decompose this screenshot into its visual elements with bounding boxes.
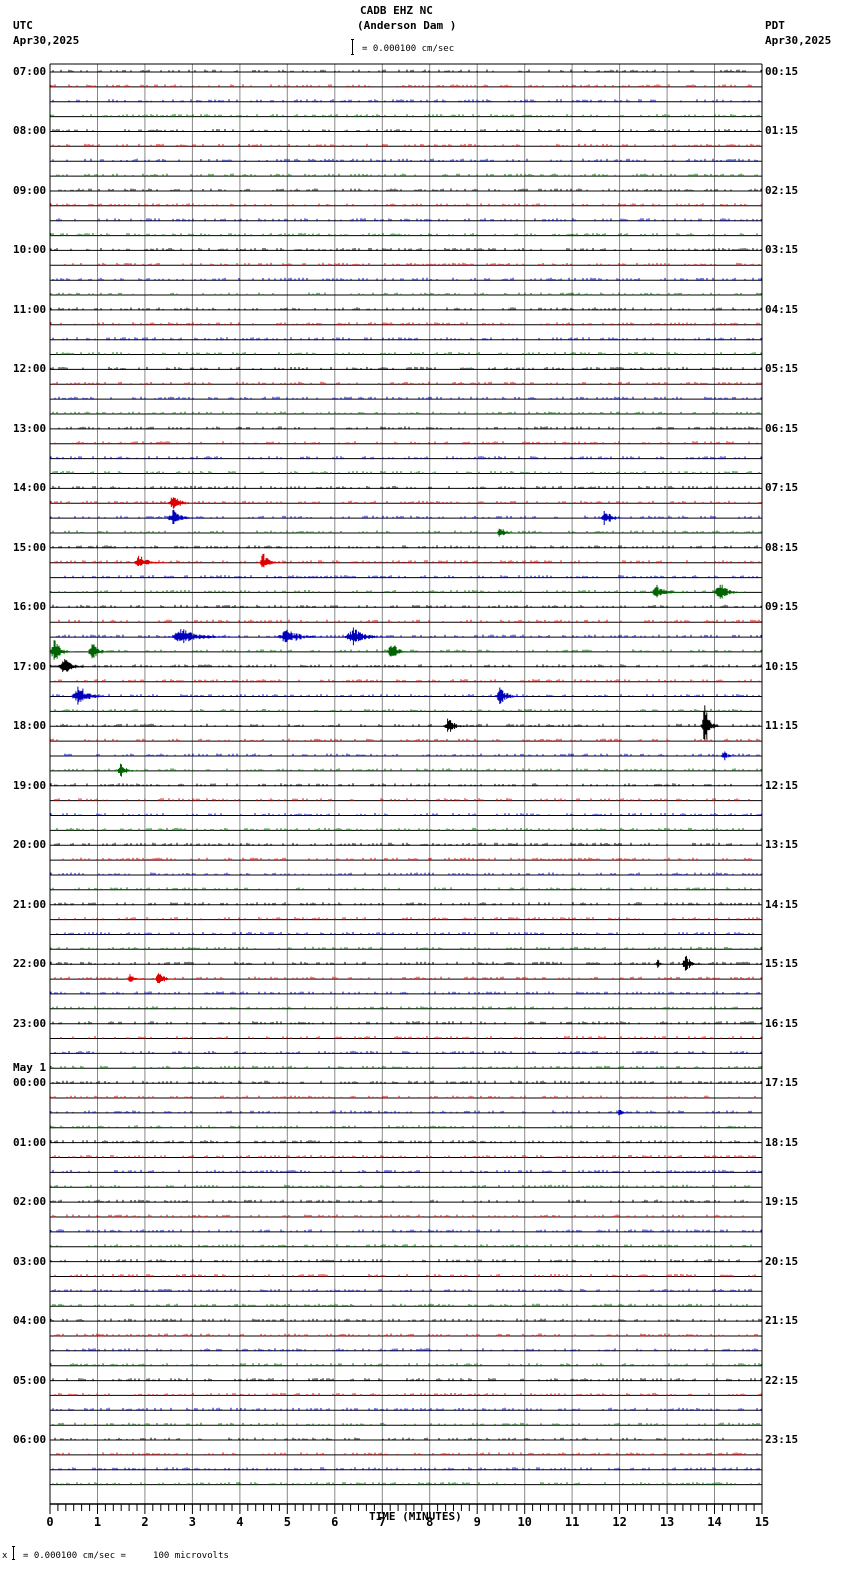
left-time-label: 16:00 xyxy=(13,600,47,614)
right-time-label: 01:15 xyxy=(765,124,799,138)
left-timezone: UTC xyxy=(13,19,33,32)
station-location: (Anderson Dam ) xyxy=(357,19,457,32)
svg-text:7: 7 xyxy=(379,1515,386,1529)
svg-text:14: 14 xyxy=(707,1515,721,1529)
left-time-label: 14:00 xyxy=(13,481,47,495)
left-time-label: 00:00 xyxy=(13,1076,47,1090)
svg-text:6: 6 xyxy=(331,1515,338,1529)
left-time-label: 05:00 xyxy=(13,1373,47,1387)
left-time-label: 09:00 xyxy=(13,183,47,197)
footer-scale-text: = 0.000100 cm/sec = 100 microvolts xyxy=(23,1551,229,1561)
svg-text:11: 11 xyxy=(565,1515,579,1529)
svg-text:3: 3 xyxy=(189,1515,196,1529)
left-time-label: 21:00 xyxy=(13,897,47,911)
right-time-label: 00:15 xyxy=(765,65,799,78)
right-time-label: 06:15 xyxy=(765,421,799,435)
left-date-label: May 1 xyxy=(13,1061,47,1075)
right-date: Apr30,2025 xyxy=(765,34,832,47)
svg-text:1: 1 xyxy=(94,1515,101,1529)
svg-text:9: 9 xyxy=(474,1515,481,1529)
right-time-label: 10:15 xyxy=(765,659,799,673)
right-time-label: 11:15 xyxy=(765,719,799,733)
left-time-label: 23:00 xyxy=(13,1016,47,1030)
right-time-label: 05:15 xyxy=(765,362,799,376)
right-time-label: 02:15 xyxy=(765,183,799,197)
left-time-label: 11:00 xyxy=(13,302,47,316)
left-time-label: 17:00 xyxy=(13,659,47,673)
left-date: Apr30,2025 xyxy=(13,34,80,47)
svg-text:2: 2 xyxy=(141,1515,148,1529)
right-time-label: 13:15 xyxy=(765,838,799,852)
right-time-label: 03:15 xyxy=(765,243,799,257)
x-axis-label: TIME (MINUTES) xyxy=(369,1510,462,1523)
left-time-label: 18:00 xyxy=(13,719,47,733)
right-time-label: 14:15 xyxy=(765,897,799,911)
right-time-label: 17:15 xyxy=(765,1076,799,1090)
footer-scale-prefix: x xyxy=(2,1551,8,1561)
footer-scale-bar-icon xyxy=(12,1546,15,1560)
right-time-label: 20:15 xyxy=(765,1254,799,1268)
right-time-label: 21:15 xyxy=(765,1314,799,1328)
left-time-label: 15:00 xyxy=(13,540,47,554)
left-time-label: 13:00 xyxy=(13,421,47,435)
left-time-label: 22:00 xyxy=(13,957,47,971)
right-time-label: 15:15 xyxy=(765,957,799,971)
svg-text:4: 4 xyxy=(236,1515,243,1529)
right-time-label: 12:15 xyxy=(765,778,799,792)
left-time-label: 03:00 xyxy=(13,1254,47,1268)
svg-text:13: 13 xyxy=(660,1515,674,1529)
svg-text:0: 0 xyxy=(46,1515,53,1529)
left-time-label: 08:00 xyxy=(13,124,47,138)
svg-text:8: 8 xyxy=(426,1515,433,1529)
station-title: CADB EHZ NC xyxy=(360,4,433,17)
svg-text:15: 15 xyxy=(755,1515,769,1529)
scale-bar-icon xyxy=(351,39,354,55)
left-time-label: 20:00 xyxy=(13,838,47,852)
right-time-label: 23:15 xyxy=(765,1433,799,1447)
right-timezone: PDT xyxy=(765,19,785,32)
left-time-label: 12:00 xyxy=(13,362,47,376)
right-time-label: 18:15 xyxy=(765,1135,799,1149)
right-time-label: 09:15 xyxy=(765,600,799,614)
scale-text: = 0.000100 cm/sec xyxy=(362,44,455,54)
right-time-label: 04:15 xyxy=(765,302,799,316)
left-time-label: 07:00 xyxy=(13,65,47,78)
right-time-label: 07:15 xyxy=(765,481,799,495)
right-time-label: 08:15 xyxy=(765,540,799,554)
left-time-label: 04:00 xyxy=(13,1314,47,1328)
left-time-label: 02:00 xyxy=(13,1195,47,1209)
left-time-label: 10:00 xyxy=(13,243,47,257)
right-time-label: 19:15 xyxy=(765,1195,799,1209)
svg-text:10: 10 xyxy=(517,1515,531,1529)
right-time-label: 22:15 xyxy=(765,1373,799,1387)
left-time-label: 19:00 xyxy=(13,778,47,792)
svg-text:12: 12 xyxy=(612,1515,626,1529)
right-time-label: 16:15 xyxy=(765,1016,799,1030)
left-time-label: 06:00 xyxy=(13,1433,47,1447)
left-time-label: 01:00 xyxy=(13,1135,47,1149)
svg-text:5: 5 xyxy=(284,1515,291,1529)
